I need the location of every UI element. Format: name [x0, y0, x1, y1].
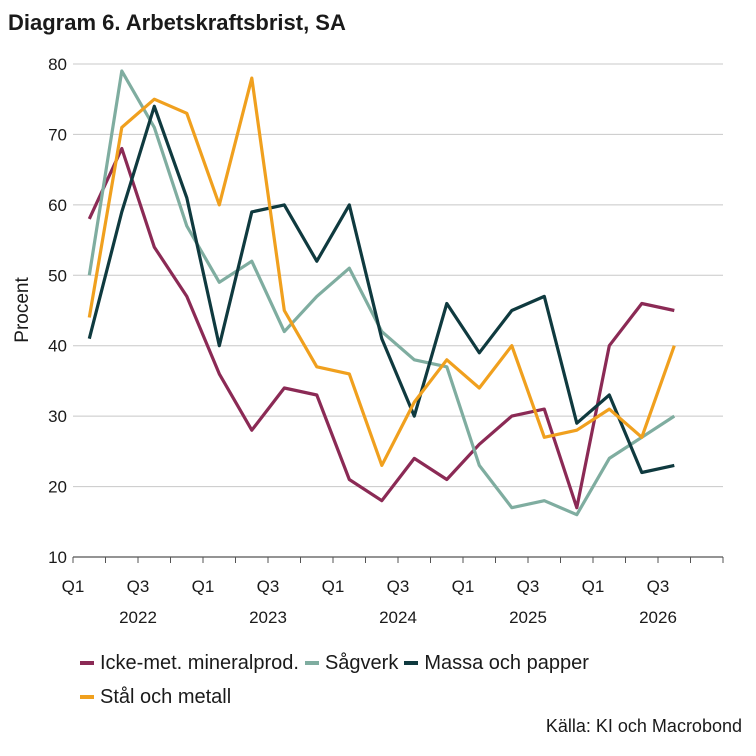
- y-tick-label: 40: [48, 337, 67, 356]
- legend-swatch: [304, 661, 319, 665]
- x-tick-label: Q1: [62, 577, 85, 596]
- legend-row: Icke-met. mineralprod. Sågverk Massa och p…: [80, 646, 720, 680]
- x-year-label: 2026: [639, 608, 677, 627]
- series-line: [87, 69, 676, 517]
- x-tick-label: Q1: [322, 577, 345, 596]
- gridlines: [73, 63, 723, 558]
- y-tick-label: 70: [48, 125, 67, 144]
- x-tick-label: Q1: [452, 577, 475, 596]
- x-tick-label: Q3: [647, 577, 670, 596]
- legend-row: Stål och metall: [80, 680, 720, 714]
- legend-label: Stål och metall: [100, 685, 232, 708]
- x-tick-labels: Q1 Q3 Q1 Q3 Q1 Q3 Q1 Q3 Q1 Q3 2022 2023 2024 2025 2026: [62, 557, 724, 627]
- chart-title: Diagram 6. Arbetskraftsbrist, SA: [8, 10, 346, 35]
- legend-label: Icke-met. mineralprod.: [100, 651, 299, 674]
- y-tick-label: 80: [48, 55, 67, 74]
- legend-swatch: [80, 695, 94, 699]
- legend-item: Stål och metall: [80, 686, 231, 709]
- x-year-label: 2024: [379, 608, 417, 627]
- legend-item: Massa och papper: [404, 652, 589, 675]
- x-tick-label: Q1: [582, 577, 605, 596]
- x-tick-label: Q3: [257, 577, 280, 596]
- x-year-label: 2023: [249, 608, 287, 627]
- legend-item: Sågverk: [304, 651, 399, 675]
- x-tick-label: Q3: [517, 577, 540, 596]
- x-tick-label: Q1: [192, 577, 215, 596]
- series-line: [87, 104, 675, 475]
- y-tick-label: 50: [48, 266, 67, 285]
- series-line: [87, 146, 675, 510]
- x-tick-label: Q3: [127, 577, 150, 596]
- legend-label: Massa och papper: [424, 651, 589, 674]
- legend-swatch: [404, 661, 419, 665]
- y-tick-label: 30: [48, 407, 67, 426]
- x-year-label: 2025: [509, 608, 547, 627]
- series-lines: [87, 69, 676, 517]
- y-axis-label: Procent: [12, 277, 33, 343]
- y-tick-label: 20: [48, 478, 67, 497]
- y-tick-label: 60: [48, 196, 67, 215]
- y-tick-labels: 10 20 30 40 50 60 70 80: [48, 55, 67, 567]
- x-tick-label: Q3: [387, 577, 410, 596]
- x-year-label: 2022: [119, 608, 157, 627]
- legend-label: Sågverk: [324, 651, 399, 674]
- line-chart: 10 20 30 40 50 60 70 80 Q1 Q3 Q1 Q3 Q1 Q3 Q1 Q3 Q1 Q3 202…: [12, 55, 724, 627]
- legend-swatch: [80, 661, 94, 665]
- y-tick-label: 10: [48, 548, 67, 567]
- legend-item: Icke-met. mineralprod.: [80, 652, 299, 675]
- source-note: Källa: KI och Macrobond: [545, 716, 742, 736]
- series-line: [87, 76, 676, 467]
- legend: Icke-met. mineralprod. Sågverk Massa och p…: [80, 646, 720, 714]
